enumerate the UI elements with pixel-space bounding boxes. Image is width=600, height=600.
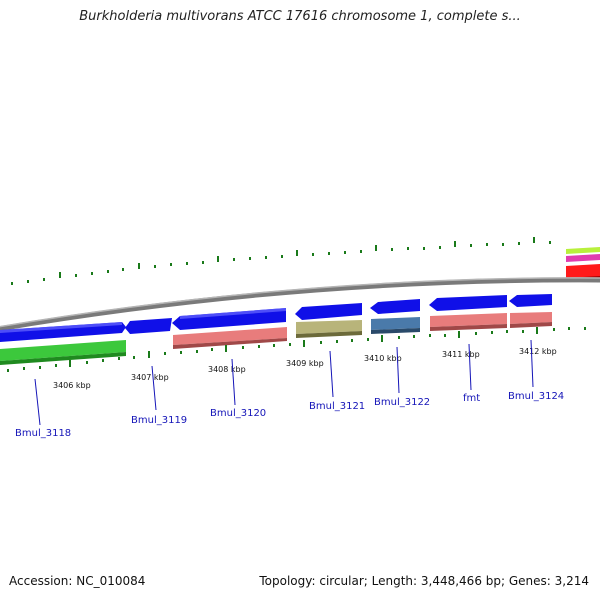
pink-feature — [510, 312, 552, 324]
tick-label: 3411 kbp — [442, 350, 480, 359]
pink-feature — [173, 327, 287, 345]
gene-leaders — [34, 339, 534, 426]
cds-arrow — [429, 295, 507, 311]
cds-arrow — [509, 294, 552, 307]
cds-track — [0, 294, 552, 342]
inner-tick-ring — [7, 327, 586, 372]
steel-feature — [371, 317, 420, 330]
gene-label-fmt: fmt — [463, 393, 480, 404]
tick-label: 3406 kbp — [53, 381, 91, 390]
cds-arrow — [295, 303, 362, 320]
olive-feature — [296, 320, 362, 334]
tick-label: 3407 kbp — [131, 373, 169, 382]
tick-label: 3408 kbp — [208, 365, 246, 374]
feature-track — [0, 312, 552, 365]
cds-arrow — [172, 308, 286, 330]
map-title: Burkholderia multivorans ATCC 17616 chro… — [79, 9, 521, 24]
gene-label-bmul-3120: Bmul_3120 — [210, 408, 266, 419]
genome-summary-text: Topology: circular; Length: 3,448,466 bp… — [259, 574, 589, 588]
gene-label-bmul-3124: Bmul_3124 — [508, 391, 564, 402]
tick-labels: 3406 kbp 3407 kbp 3408 kbp 3409 kbp 3410… — [53, 347, 557, 390]
cds-arrow — [125, 318, 172, 334]
cds-arrow — [370, 299, 420, 314]
tick-label: 3410 kbp — [364, 354, 402, 363]
cds-arrow — [0, 322, 126, 342]
gene-labels: Bmul_3118 Bmul_3119 Bmul_3120 Bmul_3121 … — [15, 391, 564, 439]
tick-label: 3412 kbp — [519, 347, 557, 356]
right-edge-features — [566, 247, 600, 281]
gene-label-bmul-3118: Bmul_3118 — [15, 428, 71, 439]
tick-label: 3409 kbp — [286, 359, 324, 368]
gene-label-bmul-3122: Bmul_3122 — [374, 397, 430, 408]
gene-label-bmul-3119: Bmul_3119 — [131, 415, 187, 426]
pink-feature — [430, 313, 507, 327]
gene-label-bmul-3121: Bmul_3121 — [309, 401, 365, 412]
accession-text: Accession: NC_010084 — [9, 574, 146, 588]
green-feature — [0, 340, 126, 361]
outer-tick-ring — [11, 237, 551, 285]
chromosome-backbone — [0, 277, 600, 332]
